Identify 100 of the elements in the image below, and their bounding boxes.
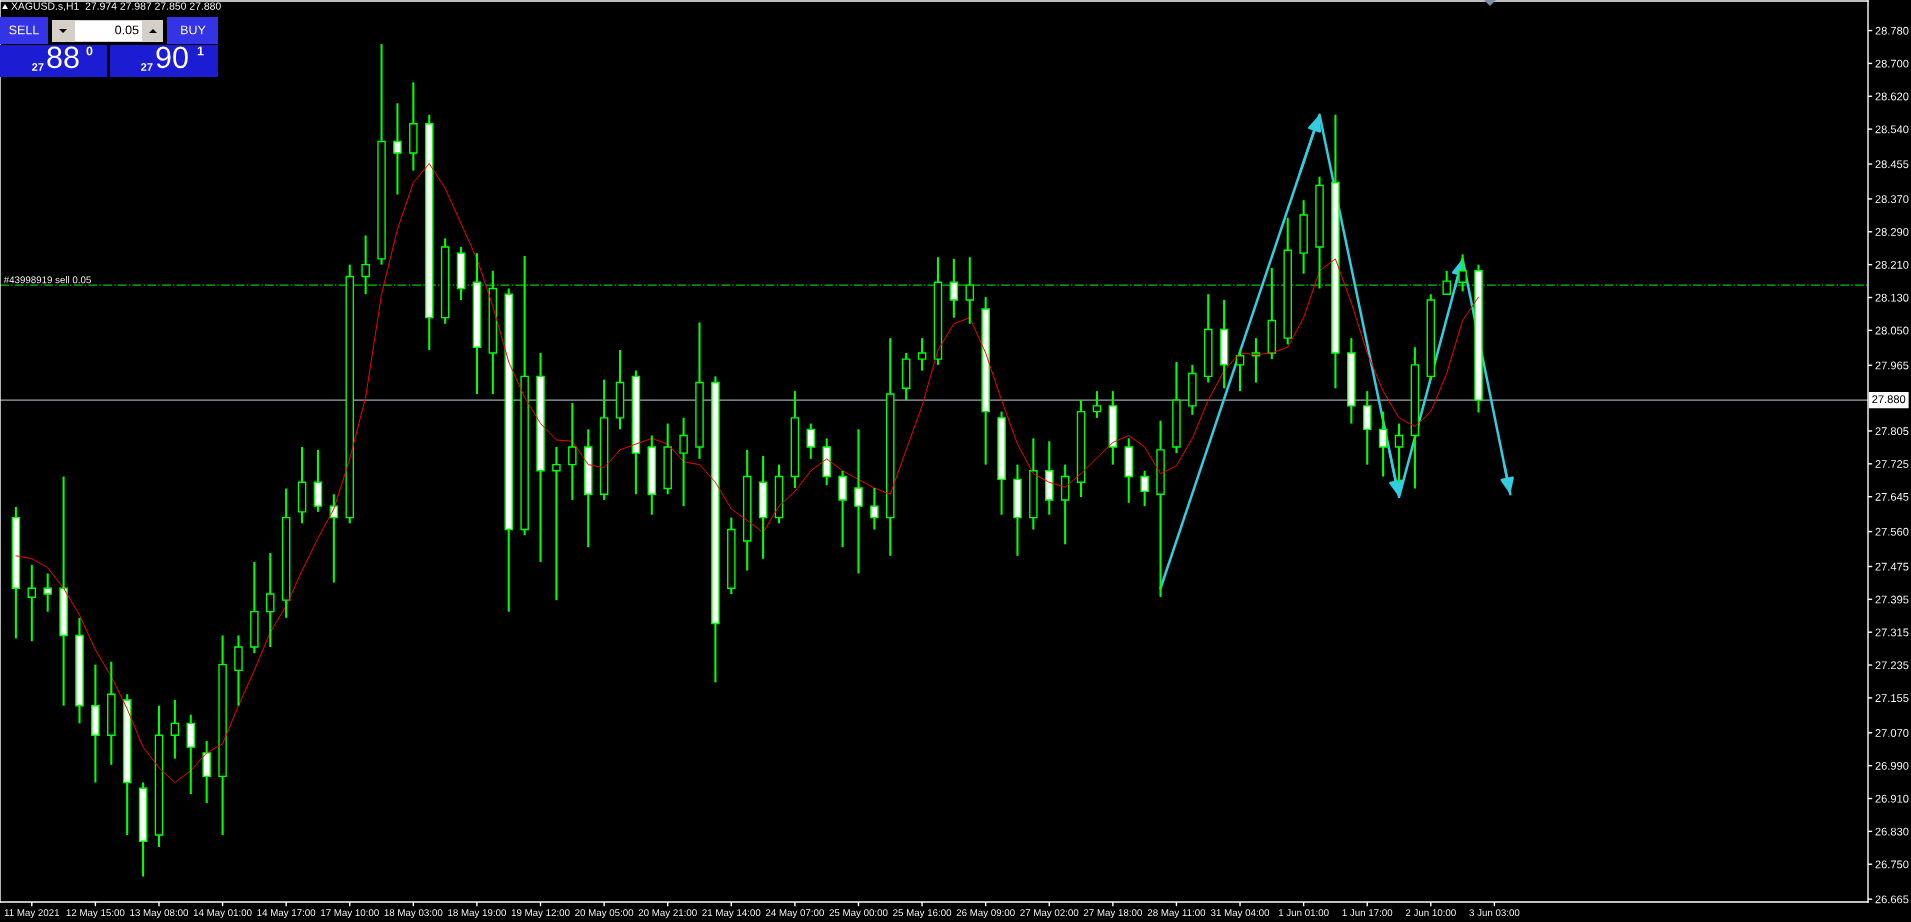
candlestick xyxy=(281,487,291,619)
annotation: 0.05 xyxy=(115,25,139,35)
candlestick xyxy=(933,256,943,366)
candlestick xyxy=(615,349,625,431)
x-tick-label: 20 May 21:00 xyxy=(638,909,697,919)
candlestick xyxy=(981,296,990,466)
candlestick xyxy=(218,634,227,837)
candlestick xyxy=(1076,399,1086,499)
y-tick-label: 27.475 xyxy=(1875,562,1909,571)
y-tick-label: 27.645 xyxy=(1875,492,1909,501)
candlestick xyxy=(1426,293,1436,381)
y-tick-label: 27.315 xyxy=(1875,628,1909,637)
x-tick-label: 3 Jun 03:00 xyxy=(1469,909,1520,917)
x-tick-label: 31 May 04:00 xyxy=(1210,909,1270,919)
candlestick xyxy=(552,445,561,602)
y-tick-label: 28.780 xyxy=(1875,26,1909,35)
candlestick xyxy=(1283,216,1292,346)
candlestick xyxy=(504,287,514,613)
candlestick xyxy=(297,445,307,525)
y-tick-label: 27.070 xyxy=(1875,729,1909,737)
candlestick xyxy=(75,616,84,725)
candlestick xyxy=(313,448,323,513)
candlestick xyxy=(917,337,927,372)
candlestick xyxy=(393,102,402,196)
annotation: SELL xyxy=(9,25,39,35)
candlestick xyxy=(1140,469,1149,508)
candlestick xyxy=(1203,293,1213,384)
candlestick xyxy=(838,469,847,549)
candlestick xyxy=(1172,360,1181,455)
candlestick xyxy=(43,572,52,613)
candlestick xyxy=(265,551,275,649)
y-tick-label: 28.290 xyxy=(1875,228,1909,236)
candlestick xyxy=(695,321,704,460)
candlestick xyxy=(1235,349,1245,393)
candlestick xyxy=(1029,437,1038,531)
x-tick-label: 21 May 14:00 xyxy=(702,909,761,919)
y-tick-label: 28.620 xyxy=(1875,92,1909,101)
candlestick xyxy=(409,81,418,172)
x-tick-label: 25 May 16:00 xyxy=(893,909,952,919)
candlestick xyxy=(170,698,180,760)
candlestick xyxy=(758,454,768,560)
x-tick-label: 27 May 02:00 xyxy=(1020,909,1079,919)
x-tick-label: 18 May 19:00 xyxy=(448,909,507,919)
candlestick xyxy=(742,448,752,572)
candlestick xyxy=(1124,437,1134,504)
candlestick xyxy=(1315,175,1324,290)
candlestick xyxy=(234,634,243,707)
candlestick xyxy=(91,663,100,784)
candlestick xyxy=(1378,410,1388,478)
x-tick-label: 1 Jun 01:00 xyxy=(1278,909,1329,917)
candlestick xyxy=(901,351,911,402)
candlestick xyxy=(536,351,545,564)
candlestick xyxy=(727,516,736,596)
y-tick-label: 28.050 xyxy=(1875,326,1909,335)
x-tick-label: 14 May 01:00 xyxy=(193,909,252,919)
candlestick xyxy=(472,252,482,396)
x-tick-label: 24 May 07:00 xyxy=(765,909,824,919)
chart-title: XAGUSD.s,H1 27.974 27.987 27.850 27.880 xyxy=(11,2,221,12)
candlestick xyxy=(1410,346,1420,490)
candlestick xyxy=(1044,440,1054,516)
candlestick xyxy=(1474,263,1483,414)
y-tick-label: 27.155 xyxy=(1875,694,1909,703)
annotation: BUY xyxy=(181,25,206,35)
candlestick xyxy=(679,416,688,508)
x-tick-label: 20 May 05:00 xyxy=(575,909,634,919)
y-tick-label: 28.700 xyxy=(1875,59,1909,68)
candlestick xyxy=(59,475,68,707)
y-tick-label: 28.210 xyxy=(1875,260,1909,269)
candlestick xyxy=(1013,463,1022,557)
candlestick xyxy=(1362,390,1372,466)
candlestick xyxy=(27,563,37,643)
candlestick xyxy=(138,781,148,878)
y-tick-label: 28.370 xyxy=(1875,195,1909,204)
annotation: 1 xyxy=(197,46,204,56)
y-tick-label: 27.965 xyxy=(1875,361,1909,370)
y-tick-label: 27.560 xyxy=(1875,527,1909,536)
candlestick xyxy=(790,390,800,490)
x-tick-label: 28 May 11:00 xyxy=(1147,909,1206,919)
annotation: 27 xyxy=(32,63,44,71)
y-tick-label: 27.725 xyxy=(1875,460,1909,468)
candlestick xyxy=(599,378,609,501)
y-tick-label: 26.665 xyxy=(1875,895,1909,904)
x-tick-label: 27 May 18:00 xyxy=(1083,909,1142,919)
candlestick xyxy=(1267,266,1277,361)
y-tick-label: 28.455 xyxy=(1875,160,1909,169)
x-tick-label: 17 May 10:00 xyxy=(321,909,379,919)
candlestick xyxy=(1092,390,1102,419)
y-tick-label: 26.990 xyxy=(1875,761,1909,770)
ref-line-label: 27.880 xyxy=(1872,395,1906,404)
y-tick-label: 27.395 xyxy=(1875,595,1909,604)
candlestick xyxy=(711,375,720,684)
y-tick-label: 26.910 xyxy=(1875,794,1909,803)
ref-line-label: #43998919 sell 0.05 xyxy=(3,276,91,284)
candlestick xyxy=(997,410,1006,516)
candlestick xyxy=(965,256,975,325)
x-tick-label: 19 May 12:00 xyxy=(511,909,570,919)
candlestick xyxy=(154,704,164,849)
candlestick xyxy=(949,257,959,319)
x-tick-label: 12 May 15:00 xyxy=(66,909,125,919)
y-tick-label: 28.130 xyxy=(1875,293,1909,302)
